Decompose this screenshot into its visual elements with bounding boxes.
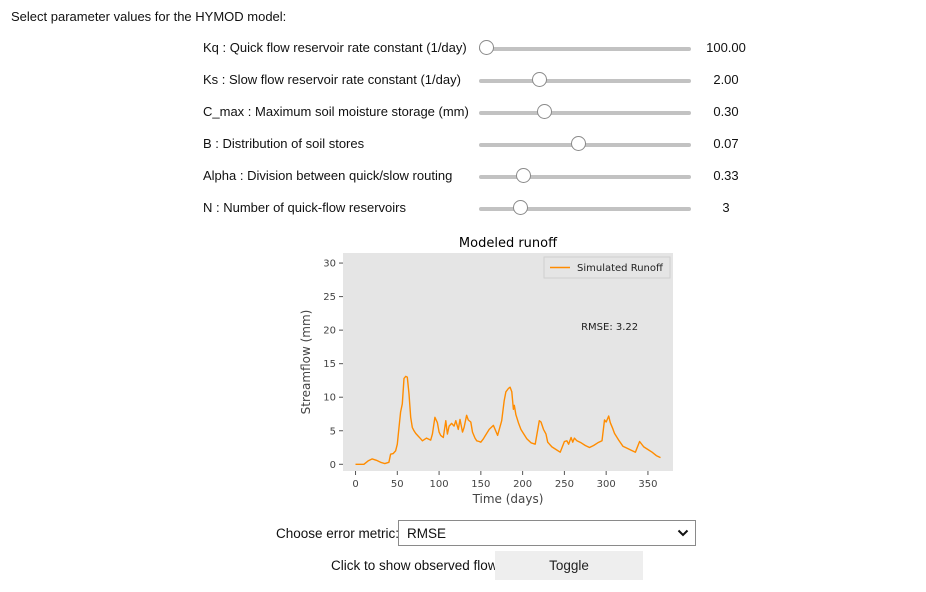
parameter-slider-handle[interactable] bbox=[532, 72, 548, 87]
parameter-slider-handle[interactable] bbox=[536, 104, 552, 119]
parameter-label: Kq : Quick flow reservoir rate constant … bbox=[203, 40, 467, 55]
parameter-label: N : Number of quick-flow reservoirs bbox=[203, 200, 406, 215]
parameter-row: Kq : Quick flow reservoir rate constant … bbox=[203, 38, 763, 58]
legend-label: Simulated Runoff bbox=[577, 263, 664, 274]
parameter-row: Alpha : Division between quick/slow rout… bbox=[203, 166, 763, 186]
x-tick-label: 50 bbox=[391, 479, 404, 490]
y-tick-label: 25 bbox=[323, 292, 336, 303]
chart-title: Modeled runoff bbox=[459, 236, 558, 251]
heading: Select parameter values for the HYMOD mo… bbox=[11, 9, 287, 24]
parameter-slider-track[interactable] bbox=[479, 79, 691, 83]
y-tick-label: 10 bbox=[323, 393, 336, 404]
x-tick-label: 300 bbox=[597, 479, 616, 490]
parameter-label: C_max : Maximum soil moisture storage (m… bbox=[203, 104, 469, 119]
parameter-row: N : Number of quick-flow reservoirs 3 bbox=[203, 198, 763, 218]
y-tick-label: 30 bbox=[323, 259, 336, 270]
parameter-value: 0.33 bbox=[713, 168, 739, 183]
y-tick-label: 20 bbox=[323, 326, 336, 337]
x-tick-label: 200 bbox=[513, 479, 532, 490]
parameter-row: Ks : Slow flow reservoir rate constant (… bbox=[203, 70, 763, 90]
parameter-slider-track[interactable] bbox=[479, 47, 691, 51]
parameter-slider-handle[interactable] bbox=[513, 200, 529, 215]
error-metric-select[interactable]: RMSE bbox=[398, 520, 696, 546]
rmse-annotation: RMSE: 3.22 bbox=[581, 322, 638, 333]
chevron-down-icon bbox=[677, 529, 689, 537]
parameter-slider-handle[interactable] bbox=[479, 40, 495, 55]
plot-area bbox=[343, 253, 673, 471]
parameter-label: Alpha : Division between quick/slow rout… bbox=[203, 168, 453, 183]
observed-flow-label: Click to show observed flow bbox=[331, 558, 498, 573]
parameter-value: 0.30 bbox=[713, 104, 739, 119]
parameter-slider-track[interactable] bbox=[479, 111, 691, 115]
parameter-slider-track[interactable] bbox=[479, 207, 691, 211]
y-tick-label: 15 bbox=[323, 359, 336, 370]
error-metric-label: Choose error metric: bbox=[276, 526, 400, 541]
parameter-label: Ks : Slow flow reservoir rate constant (… bbox=[203, 72, 461, 87]
y-axis-label: Streamflow (mm) bbox=[299, 310, 313, 415]
series-line-simulated-runoff bbox=[355, 375, 661, 466]
x-tick-label: 150 bbox=[471, 479, 490, 490]
x-tick-label: 100 bbox=[430, 479, 449, 490]
legend-box bbox=[543, 256, 671, 279]
x-axis-label: Time (days) bbox=[472, 492, 544, 506]
parameter-value: 0.07 bbox=[713, 136, 739, 151]
runoff-chart: Modeled runoff 0 50 100 150 200 250 300 350 0 5 10 1… bbox=[299, 236, 673, 506]
y-tick-label: 0 bbox=[330, 460, 336, 471]
parameter-value: 2.00 bbox=[713, 72, 739, 87]
toggle-observed-flow-button[interactable]: Toggle bbox=[495, 551, 643, 580]
parameter-slider-handle[interactable] bbox=[570, 136, 586, 151]
error-metric-value: RMSE bbox=[407, 526, 447, 541]
x-tick-label: 0 bbox=[352, 479, 358, 490]
parameter-row: B : Distribution of soil stores 0.07 bbox=[203, 134, 763, 154]
parameter-value: 100.00 bbox=[706, 40, 746, 55]
parameter-label: B : Distribution of soil stores bbox=[203, 136, 365, 151]
y-tick-label: 5 bbox=[330, 426, 336, 437]
x-tick-label: 250 bbox=[555, 479, 574, 490]
parameter-slider-track[interactable] bbox=[479, 175, 691, 179]
parameter-row: C_max : Maximum soil moisture storage (m… bbox=[203, 102, 763, 122]
x-tick-label: 350 bbox=[638, 479, 657, 490]
parameter-value: 3 bbox=[722, 200, 730, 215]
parameter-slider-handle[interactable] bbox=[515, 168, 531, 183]
